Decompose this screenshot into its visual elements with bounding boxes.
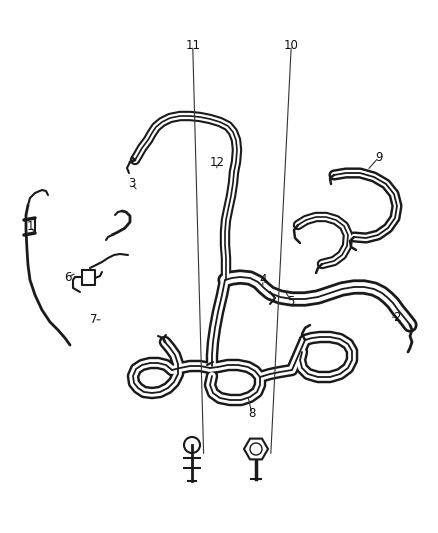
Text: 5: 5 (288, 295, 295, 308)
Text: 9: 9 (375, 151, 383, 164)
Text: 6: 6 (64, 271, 72, 284)
Text: 12: 12 (209, 156, 224, 169)
Text: 2: 2 (392, 311, 400, 324)
Text: 1: 1 (27, 220, 35, 233)
Text: 8: 8 (248, 407, 255, 419)
Text: 3: 3 (128, 177, 135, 190)
Text: 10: 10 (284, 39, 299, 52)
Text: 7: 7 (90, 313, 98, 326)
Text: 4: 4 (259, 273, 267, 286)
Text: 11: 11 (185, 39, 200, 52)
